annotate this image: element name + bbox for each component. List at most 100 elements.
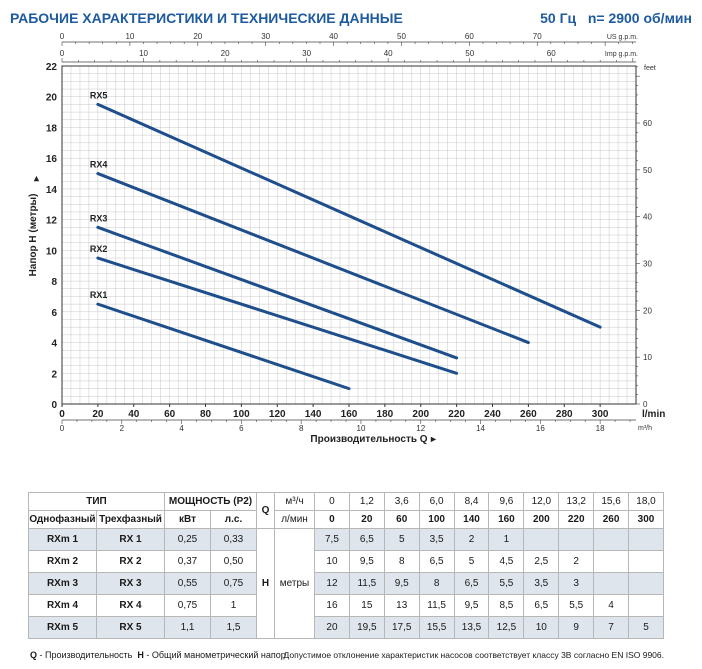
q-l-cell: 160 [488, 510, 525, 529]
power-hp: 0,33 [210, 528, 258, 551]
top-us-tick-label: 30 [261, 32, 270, 41]
three-phase-model: RX 3 [95, 572, 166, 595]
right-feet-tick-label: 30 [643, 260, 652, 269]
right-feet-tick-label: 10 [643, 353, 652, 362]
head-value-cell: 10 [314, 550, 350, 573]
power-kw: 0,37 [164, 550, 212, 573]
head-value-cell: 12 [314, 572, 350, 595]
head-value-cell: 12,5 [488, 616, 525, 639]
single-phase-model: RXm 4 [28, 594, 97, 617]
top-imp-tick-label: 20 [221, 49, 230, 58]
head-value-cell: 17,5 [383, 616, 420, 639]
single-phase-model: RXm 2 [28, 550, 97, 573]
top-imp-unit: Imp g.p.m. [605, 51, 638, 58]
bottom-m3h-tick-label: 18 [596, 424, 605, 433]
series-line-rx4 [96, 172, 530, 345]
q-l-cell: 100 [418, 510, 455, 529]
power-kw: 0,55 [164, 572, 212, 595]
power-kw: 0,25 [164, 528, 212, 551]
y-axis-arrow: ► [31, 174, 41, 183]
head-value-cell: 4 [593, 594, 630, 617]
bottom-m3h-tick-label: 6 [239, 424, 244, 433]
head-value-cell: 5 [628, 616, 664, 639]
x-tick-label: 300 [592, 409, 609, 420]
head-value-cell [593, 572, 630, 595]
single-phase-model: RXm 3 [28, 572, 97, 595]
three-phase-model: RX 5 [95, 616, 166, 639]
power-hp: 1,5 [210, 616, 258, 639]
y-tick-label: 8 [51, 277, 57, 288]
x-tick-label: 120 [269, 409, 286, 420]
bottom-m3h-tick-label: 14 [476, 424, 485, 433]
q-l-cell: 60 [383, 510, 420, 529]
head-value-cell: 9,5 [348, 550, 385, 573]
hp-header: л.с. [210, 510, 258, 529]
head-value-cell: 3,5 [418, 528, 455, 551]
bottom-m3h-tick-label: 16 [536, 424, 545, 433]
bottom-m3h-unit: m³/h [638, 425, 652, 432]
bottom-m3h-tick-label: 12 [416, 424, 425, 433]
frequency-speed: 50 Гц n= 2900 об/мин [540, 10, 692, 26]
footer-h-symbol: H [137, 650, 144, 660]
head-value-cell: 8,5 [488, 594, 525, 617]
table-row: RXm 3 RX 3 0,55 0,75 12 11,5 9,5 8 6,5 5,5 3,5 3 [28, 572, 664, 595]
head-value-cell: 6,5 [348, 528, 385, 551]
q-m3-cell: 3,6 [383, 492, 420, 511]
x-tick-label: 80 [200, 409, 212, 420]
power-hp: 0,50 [210, 550, 258, 573]
power-hp: 1 [210, 594, 258, 617]
top-imp-tick-label: 10 [139, 49, 148, 58]
bottom-m3h-tick-label: 10 [357, 424, 366, 433]
pump-curve-chart: 0 20 40 60 80 100 120 140 160 180 200 220 240 260 280 3… [28, 32, 665, 445]
series-label-rx1: RX1 [90, 290, 108, 300]
series-line-rx3 [96, 225, 459, 360]
top-us-tick-label: 0 [60, 32, 65, 41]
series-label-rx3: RX3 [90, 213, 108, 223]
head-value-cell: 15 [348, 594, 385, 617]
head-value-cell: 19,5 [348, 616, 385, 639]
y-tick-label: 2 [51, 369, 57, 380]
series-line-rx1 [96, 302, 351, 391]
y-tick-label: 16 [46, 154, 58, 165]
q-m3-cell: 18,0 [628, 492, 664, 511]
head-value-cell [628, 572, 664, 595]
x-tick-label: 260 [520, 409, 537, 420]
head-value-cell [558, 528, 595, 551]
three-phase-model: RX 2 [95, 550, 166, 573]
head-value-cell [628, 550, 664, 573]
h-symbol: H [256, 528, 276, 639]
top-us-tick-label: 40 [329, 32, 338, 41]
x-tick-label: 220 [448, 409, 465, 420]
type-header: ТИП [27, 492, 166, 511]
x-tick-label: 100 [233, 409, 250, 420]
y-tick-label: 14 [46, 185, 58, 196]
right-feet-tick-label: 20 [643, 306, 652, 315]
head-value-cell: 9,5 [383, 572, 420, 595]
kw-header: кВт [164, 510, 212, 529]
q-m3-cell: 9,6 [488, 492, 525, 511]
top-us-unit: US g.p.m. [607, 34, 638, 41]
right-feet-tick-label: 0 [643, 400, 648, 409]
y-tick-label: 4 [51, 339, 57, 350]
bottom-m3h-tick-label: 0 [60, 424, 65, 433]
q-l-cell: 0 [314, 510, 350, 529]
power-hp: 0,75 [210, 572, 258, 595]
x-tick-label: 240 [484, 409, 501, 420]
single-phase-header: Однофазный [28, 510, 97, 529]
single-phase-model: RXm 5 [28, 616, 97, 639]
head-value-cell: 4,5 [488, 550, 525, 573]
y-tick-label: 6 [51, 308, 57, 319]
technical-data-table: ТИП МОЩНОСТЬ (P2) Q м³/ч 0 1,2 3,6 6,0 8… [27, 492, 664, 639]
q-l-cell: 200 [523, 510, 560, 529]
head-value-cell: 5,5 [558, 594, 595, 617]
speed-label: n= 2900 об/мин [587, 10, 692, 26]
head-value-cell: 8 [418, 572, 455, 595]
q-m3-cell: 8,4 [453, 492, 490, 511]
x-tick-label: 140 [305, 409, 322, 420]
head-value-cell [593, 550, 630, 573]
x-tick-label: 280 [556, 409, 573, 420]
series-line-rx5 [96, 102, 602, 329]
power-header: МОЩНОСТЬ (P2) [164, 492, 258, 511]
q-m3-cell: 13,2 [558, 492, 595, 511]
